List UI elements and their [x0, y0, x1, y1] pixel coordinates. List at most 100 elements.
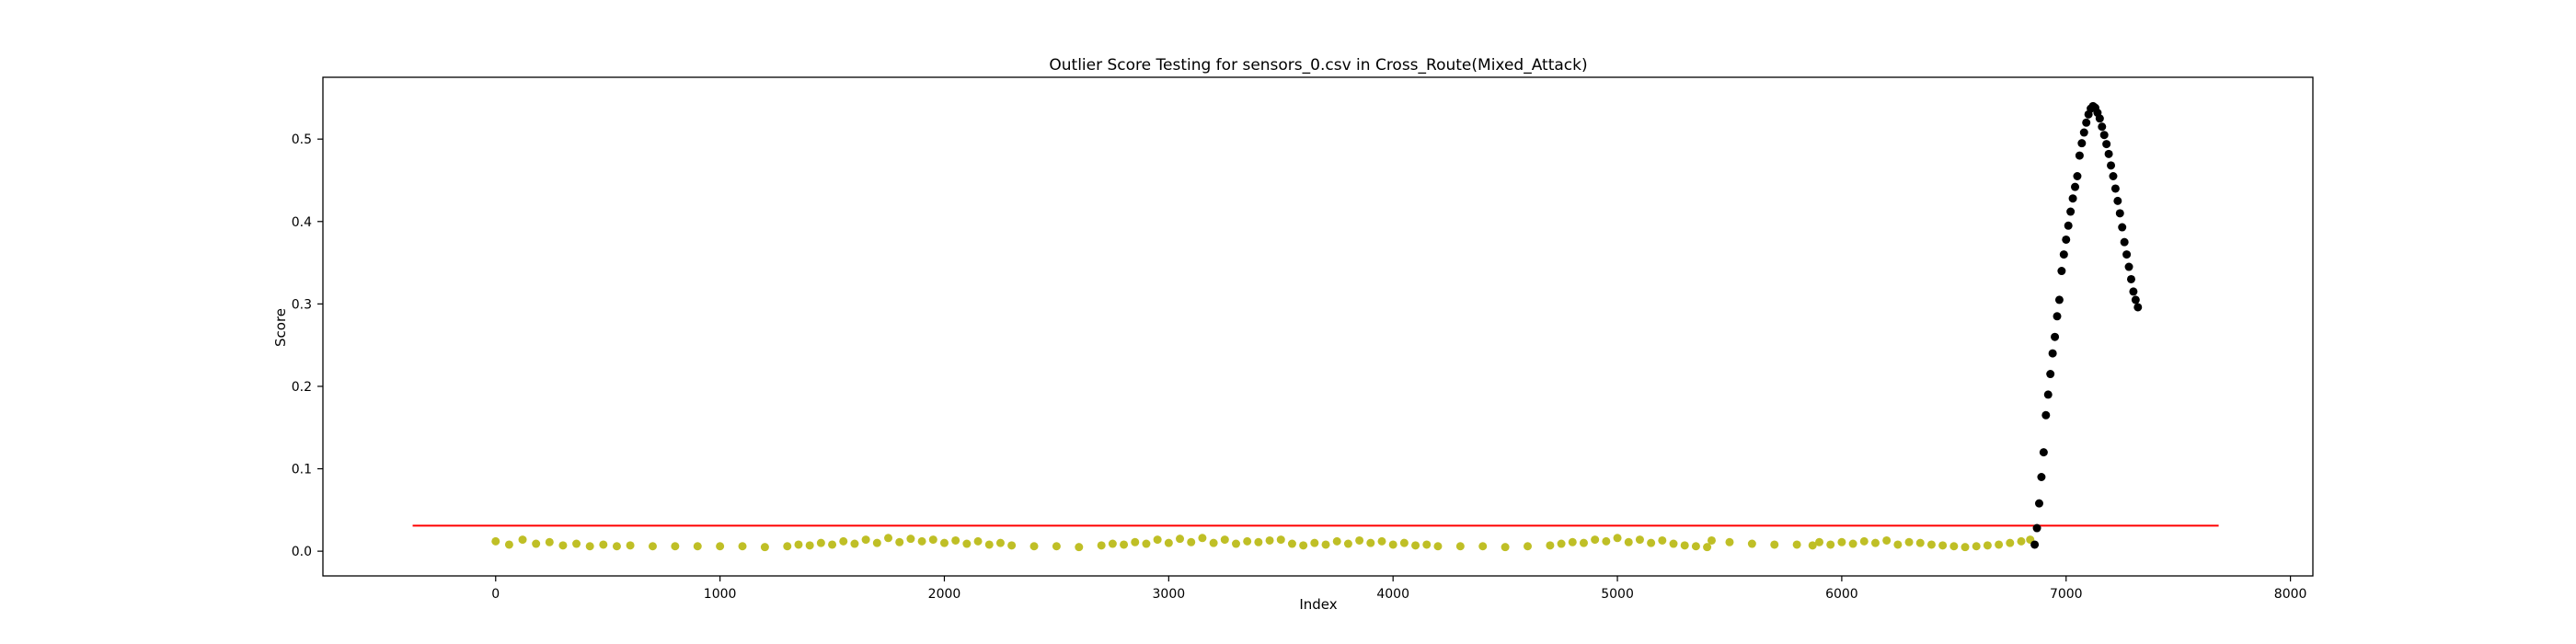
normal-point [1658, 535, 1667, 545]
normal-point [738, 542, 747, 551]
normal-point [1198, 534, 1207, 543]
anomaly-point [2062, 235, 2071, 244]
normal-point [1455, 542, 1465, 551]
anomaly-point [2082, 118, 2091, 127]
anomaly-point [2129, 287, 2138, 296]
normal-point [693, 542, 702, 551]
normal-point [1747, 539, 1756, 548]
normal-point [1707, 535, 1716, 545]
normal-point [1332, 536, 1341, 546]
normal-point [828, 540, 837, 549]
normal-point [1276, 535, 1285, 545]
normal-point [1007, 541, 1017, 550]
normal-point [1613, 534, 1622, 543]
normal-point [1568, 537, 1577, 546]
axis-ticks: 0 1000 2000 3000 4000 5000 6000 7000 8000 0.0 0.1 0… [292, 132, 2307, 602]
normal-point [1120, 540, 1129, 549]
normal-point [1635, 535, 1644, 545]
normal-point [1826, 540, 1835, 549]
anomaly-point [2095, 114, 2104, 123]
normal-point [794, 540, 803, 549]
normal-point [558, 541, 568, 550]
anomaly-point [2110, 184, 2120, 193]
normal-point [1108, 539, 1117, 548]
normal-point [1983, 541, 1992, 550]
normal-point [1770, 540, 1779, 549]
normal-point [1938, 541, 1948, 550]
normal-point [939, 538, 949, 547]
normal-point [1725, 537, 1734, 546]
normal-point [1961, 543, 1970, 552]
anomaly-point [2113, 196, 2122, 205]
normal-point [1209, 538, 1218, 547]
x-tick-label: 1000 [704, 587, 737, 602]
normal-point [491, 536, 500, 546]
normal-point [1176, 535, 1185, 544]
normal-point [716, 542, 725, 551]
anomaly-point [2075, 151, 2084, 160]
anomaly-point [2032, 523, 2041, 533]
plot-frame [322, 76, 2314, 577]
normal-point [1399, 538, 1409, 547]
anomaly-point [2118, 223, 2127, 232]
normal-point [816, 538, 825, 547]
normal-point [850, 539, 859, 548]
normal-point [1680, 541, 1689, 550]
normal-point [1299, 541, 1308, 550]
normal-point [1478, 542, 1488, 551]
normal-point [2006, 538, 2015, 547]
normal-point [572, 539, 581, 548]
normal-point [1220, 535, 1229, 545]
x-tick-label: 7000 [2050, 587, 2083, 602]
normal-point [962, 539, 972, 548]
anomaly-point [2107, 161, 2116, 170]
normal-point [1848, 539, 1857, 548]
anomaly-point [2043, 390, 2053, 399]
anomaly-point [2124, 262, 2133, 271]
normal-point [1904, 537, 1914, 546]
normal-point [1972, 542, 1981, 551]
anomaly-point [2077, 139, 2087, 148]
normal-point [995, 538, 1005, 547]
normal-point [599, 540, 608, 549]
normal-point [1815, 537, 1824, 546]
normal-point [671, 542, 680, 551]
normal-point [984, 540, 994, 549]
y-tick-label: 0.2 [292, 380, 312, 395]
anomaly-point [2066, 207, 2076, 216]
normal-point [504, 540, 513, 549]
normal-point [1187, 537, 1196, 546]
normal-point [612, 542, 621, 551]
chart-title: Outlier Score Testing for sensors_0.csv … [1049, 56, 1587, 75]
anomaly-point [2054, 295, 2064, 305]
x-tick-label: 5000 [1601, 587, 1634, 602]
normal-point [1310, 538, 1319, 547]
x-axis-label: Index [1299, 596, 1337, 613]
anomaly-point [2115, 209, 2124, 218]
normal-point [1808, 541, 1817, 550]
normal-point [1893, 540, 1903, 549]
normal-point [1254, 537, 1263, 546]
normal-point [917, 536, 926, 546]
normal-point [1142, 539, 1151, 548]
normal-point [1231, 539, 1240, 548]
x-tick-label: 4000 [1376, 587, 1409, 602]
normal-point [1882, 535, 1892, 545]
normal-point [2017, 536, 2026, 546]
anomaly-point [2037, 472, 2046, 481]
anomaly-point [2068, 194, 2077, 203]
normal-point [1703, 543, 1712, 552]
normal-point [585, 542, 594, 551]
normal-point [1388, 540, 1397, 549]
anomaly-point [2104, 149, 2113, 158]
normal-point [1052, 542, 1061, 551]
x-tick-label: 3000 [1153, 587, 1186, 602]
normal-point [626, 541, 635, 550]
anomaly-point [2071, 182, 2080, 191]
anomaly-point [2120, 237, 2129, 247]
anomaly-point [2051, 332, 2060, 341]
y-tick-label: 0.0 [292, 545, 312, 559]
normal-point [1870, 538, 1880, 547]
normal-point [839, 536, 848, 546]
anomaly-point [2057, 267, 2066, 276]
